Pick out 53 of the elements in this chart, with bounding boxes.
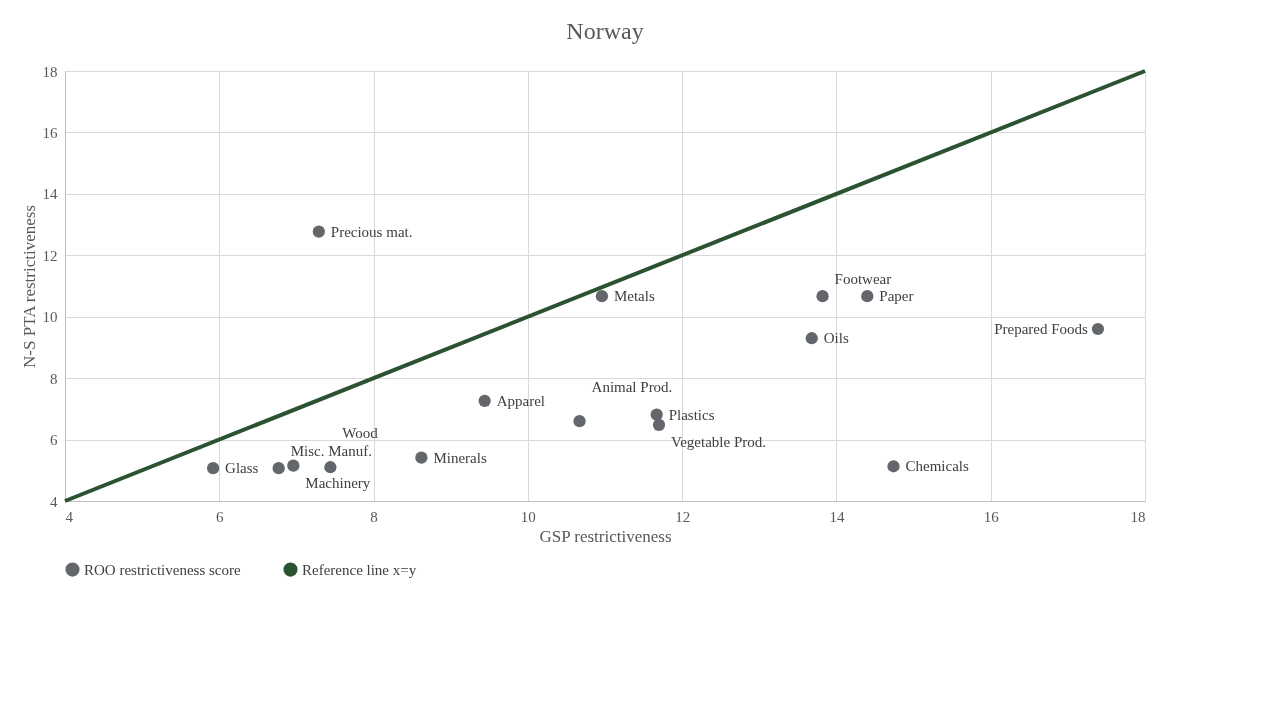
data-label: Apparel bbox=[496, 392, 545, 409]
y-tick-label: 18 bbox=[42, 63, 58, 80]
point bbox=[415, 451, 428, 464]
point bbox=[324, 461, 337, 474]
y-tick-label: 4 bbox=[50, 493, 58, 510]
chart-title: Norway bbox=[566, 18, 644, 44]
data-label: Wood bbox=[342, 425, 379, 442]
y-tick-label: 16 bbox=[42, 124, 58, 141]
x-tick-label: 10 bbox=[520, 508, 536, 525]
legend-label: Reference line x=y bbox=[302, 561, 417, 578]
data-label: Glass bbox=[225, 460, 259, 477]
point bbox=[1091, 322, 1105, 336]
x-tick-label: 6 bbox=[216, 508, 225, 525]
x-tick-label: 8 bbox=[370, 508, 378, 525]
point bbox=[652, 418, 666, 431]
data-label: Prepared Foods bbox=[994, 321, 1089, 337]
data-label: Precious mat. bbox=[330, 223, 413, 240]
data-label: Chemicals bbox=[905, 458, 969, 475]
point bbox=[287, 459, 300, 472]
point bbox=[206, 462, 220, 475]
data-label: Plastics bbox=[668, 406, 715, 423]
y-tick-label: 10 bbox=[42, 309, 58, 326]
data-label: Machinery bbox=[305, 474, 371, 491]
x-tick-label: 12 bbox=[675, 508, 691, 525]
point bbox=[272, 462, 285, 475]
point bbox=[816, 290, 829, 303]
point bbox=[312, 225, 325, 238]
data-label: Animal Prod. bbox=[591, 379, 673, 396]
y-axis-title: N-S PTA restrictiveness bbox=[19, 205, 39, 368]
data-label: Minerals bbox=[433, 449, 487, 466]
x-tick-label: 18 bbox=[1130, 508, 1146, 525]
y-tick-label: 8 bbox=[50, 370, 58, 387]
data-label: Vegetable Prod. bbox=[671, 433, 766, 450]
data-label: Metals bbox=[613, 288, 655, 305]
point bbox=[805, 332, 818, 345]
x-tick-label: 16 bbox=[983, 508, 1000, 525]
data-label: Misc. Manuf. bbox=[290, 443, 372, 460]
data-label: Footwear bbox=[834, 271, 892, 288]
point bbox=[595, 290, 609, 303]
data-label: Paper bbox=[879, 288, 914, 305]
x-tick-label: 4 bbox=[65, 508, 74, 525]
x-axis-title: GSP restrictiveness bbox=[539, 526, 672, 546]
y-tick-label: 12 bbox=[42, 247, 58, 264]
legend-label: ROO restrictiveness score bbox=[84, 561, 241, 578]
point bbox=[478, 394, 491, 407]
point bbox=[650, 408, 663, 421]
point bbox=[861, 290, 874, 303]
y-tick-label: 14 bbox=[42, 186, 58, 203]
y-tick-label: 6 bbox=[50, 432, 58, 449]
point bbox=[887, 460, 900, 473]
data-label: Oils bbox=[823, 330, 849, 347]
point bbox=[573, 415, 586, 428]
x-tick-label: 14 bbox=[829, 508, 845, 525]
